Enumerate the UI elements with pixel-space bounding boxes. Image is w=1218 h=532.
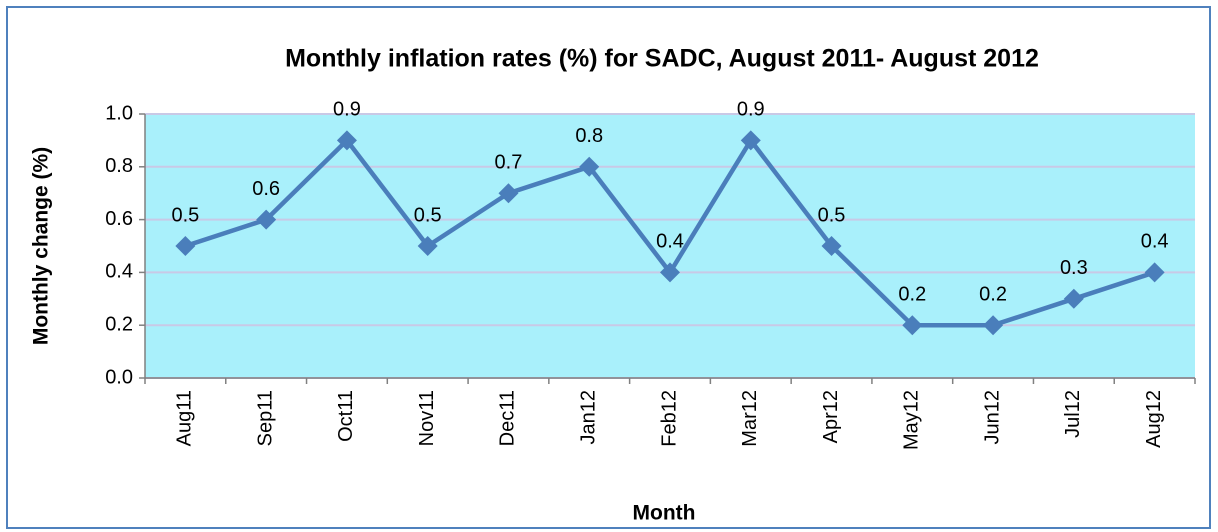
data-marker — [336, 130, 357, 151]
data-marker — [821, 236, 842, 256]
y-tick-label: 0.4 — [105, 261, 133, 283]
data-label: 0.5 — [171, 204, 199, 226]
y-tick-label: 0.6 — [105, 208, 133, 230]
y-axis-title: Monthly change (%) — [30, 147, 53, 345]
data-label: 0.7 — [495, 151, 523, 173]
data-marker — [256, 209, 277, 230]
x-tick-label: Feb12 — [658, 390, 680, 447]
data-marker — [1063, 288, 1084, 309]
y-tick-label: 1.0 — [105, 102, 133, 124]
data-marker — [740, 130, 761, 151]
data-label: 0.6 — [252, 178, 280, 200]
x-axis-title: Month — [633, 502, 696, 525]
data-label: 0.8 — [575, 125, 603, 147]
data-label: 0.9 — [737, 99, 765, 121]
plot-area — [145, 114, 1195, 378]
data-label: 0.2 — [979, 283, 1007, 305]
x-tick-label: Jul12 — [1062, 390, 1084, 438]
data-label: 0.9 — [333, 99, 361, 121]
x-tick-label: Nov11 — [416, 390, 438, 446]
data-marker — [983, 315, 1004, 336]
data-label: 0.5 — [414, 204, 442, 226]
data-marker — [417, 236, 438, 256]
x-tick-label: Jun12 — [981, 390, 1003, 445]
data-marker — [1144, 262, 1165, 283]
data-marker — [175, 236, 196, 256]
x-tick-label: Dec11 — [497, 390, 519, 446]
data-marker — [660, 262, 680, 283]
x-tick-label: Aug12 — [1143, 390, 1165, 448]
y-tick-label: 0.8 — [105, 155, 133, 177]
data-label: 0.3 — [1060, 257, 1088, 279]
data-marker — [902, 315, 923, 336]
data-label: 0.2 — [898, 283, 926, 305]
x-tick-label: Aug11 — [174, 390, 196, 446]
x-tick-label: Jan12 — [578, 390, 600, 445]
y-tick-label: 0.2 — [105, 313, 133, 335]
data-label: 0.5 — [818, 204, 846, 226]
data-marker — [498, 183, 519, 204]
chart-title: Monthly inflation rates (%) for SADC, Au… — [285, 45, 1039, 73]
x-tick-label: Sep11 — [254, 390, 276, 446]
x-tick-label: Apr12 — [820, 390, 842, 443]
x-tick-label: Mar12 — [739, 390, 761, 447]
data-marker — [579, 156, 600, 177]
y-tick-label: 0.0 — [105, 366, 133, 388]
data-label: 0.4 — [656, 231, 684, 253]
data-label: 0.4 — [1141, 231, 1169, 253]
x-tick-label: May12 — [901, 390, 923, 450]
x-tick-label: Oct11 — [335, 390, 357, 442]
